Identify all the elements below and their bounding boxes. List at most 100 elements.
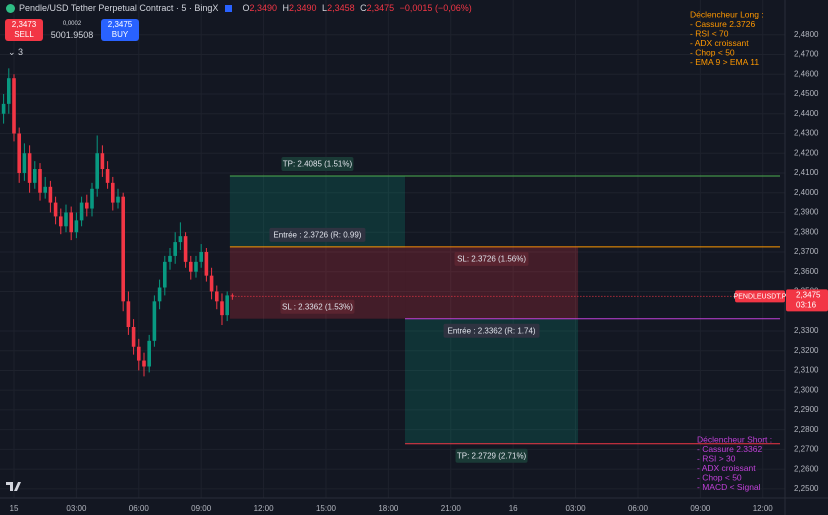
candle-body <box>225 295 229 316</box>
position-label: TP: 2.4085 (1.51%) <box>281 156 354 171</box>
x-tick-label: 12:00 <box>753 504 774 513</box>
candle-body <box>152 301 157 341</box>
candle <box>199 244 203 268</box>
candle <box>32 161 37 189</box>
profit-zone <box>405 318 579 444</box>
sell-button[interactable]: 2,3473 SELL <box>5 19 43 41</box>
candle-body <box>1 103 6 114</box>
ohlc-value: 2,3490 <box>289 3 317 13</box>
candle-body <box>100 153 105 170</box>
y-tick-label: 2,4800 <box>794 30 819 39</box>
annotation-line: - ADX croissant <box>697 463 756 473</box>
indicators-toggle[interactable]: ⌄ 3 <box>8 47 24 57</box>
position-label-text: SL: 2.3726 (1.56%) <box>457 254 526 263</box>
candle <box>12 74 16 142</box>
logo <box>6 482 21 491</box>
candle-body <box>183 236 188 262</box>
candle-body <box>194 261 198 272</box>
candle-body <box>220 301 224 316</box>
x-tick-label: 15:00 <box>316 504 337 513</box>
x-tick-label: 03:00 <box>566 504 587 513</box>
annotation-line: - MACD < Signal <box>697 482 761 492</box>
candle-body <box>105 169 110 183</box>
symbol-label: PENDLEUSDT.P <box>734 294 787 301</box>
annotation-line: - Chop < 50 <box>690 47 735 57</box>
annotation-line: - Chop < 50 <box>697 472 742 482</box>
position-label: SL: 2.3726 (1.56%) <box>454 251 529 266</box>
candle-body <box>74 220 79 233</box>
y-tick-label: 2,3600 <box>794 267 819 276</box>
candle <box>209 267 214 300</box>
y-tick-label: 2,3000 <box>794 385 819 394</box>
y-tick-label: 2,2700 <box>794 445 819 454</box>
candle-body <box>69 212 73 233</box>
candle <box>58 208 63 235</box>
y-tick-label: 2,3100 <box>794 366 819 375</box>
annotation-line: - ADX croissant <box>690 38 749 48</box>
trade-panel: 2,3473 SELL 0,0002 5001.9508 2,3475 BUY <box>5 19 139 41</box>
buy-price: 2,3475 <box>107 20 133 29</box>
x-tick-label: 12:00 <box>254 504 275 513</box>
x-tick-label: 09:00 <box>690 504 711 513</box>
candle-body <box>38 169 42 193</box>
candle <box>131 319 136 355</box>
x-tick-label: 15 <box>10 504 19 513</box>
candle <box>204 248 209 282</box>
candle-body <box>95 153 99 189</box>
annotation-line: - EMA 9 > EMA 11 <box>690 57 759 67</box>
position-label: SL : 2.3362 (1.53%) <box>280 299 355 314</box>
y-tick-label: 2,4500 <box>794 89 819 98</box>
candle-body <box>188 261 193 272</box>
candle-body <box>58 216 63 227</box>
candle <box>142 352 146 377</box>
y-tick-label: 2,2900 <box>794 405 819 414</box>
candle <box>90 182 94 217</box>
candle-body <box>121 196 125 302</box>
candle <box>168 248 172 270</box>
annotation-line: - RSI > 30 <box>697 453 736 463</box>
quantity[interactable]: 5001.9508 <box>50 30 94 40</box>
candle <box>74 212 79 239</box>
candle <box>48 180 53 213</box>
candle <box>173 232 177 264</box>
position-label: Entrée : 2.3362 (R: 1.74) <box>443 323 540 338</box>
candle <box>157 279 162 310</box>
candle <box>6 68 11 114</box>
candle-body <box>53 202 58 217</box>
price-tag: 2,3475 <box>796 291 821 300</box>
price-tag-bg <box>786 289 828 312</box>
candle-body <box>17 133 21 173</box>
candle-body <box>6 78 11 104</box>
candle <box>162 255 167 296</box>
y-tick-label: 2,4200 <box>794 148 819 157</box>
candle-body <box>142 360 146 367</box>
ohlc-value: 2,3490 <box>249 3 277 13</box>
candle <box>147 334 151 373</box>
label-bg <box>443 323 540 338</box>
candle-body <box>110 182 115 203</box>
candle-body <box>157 287 162 302</box>
annotation-line: Déclencheur Long : <box>690 9 764 19</box>
y-tick-label: 2,4300 <box>794 129 819 138</box>
y-tick-label: 2,2600 <box>794 464 819 473</box>
candle <box>17 127 21 183</box>
candle <box>53 196 58 225</box>
buy-button[interactable]: 2,3475 BUY <box>101 19 139 41</box>
candle-body <box>79 202 84 221</box>
y-tick-label: 2,2500 <box>794 484 819 493</box>
y-tick-label: 2,3700 <box>794 247 819 256</box>
position-label-text: SL : 2.3362 (1.53%) <box>282 302 353 311</box>
candle <box>69 206 73 241</box>
y-tick-label: 2,3200 <box>794 346 819 355</box>
y-tick-label: 2,4600 <box>794 69 819 78</box>
candle <box>188 255 193 280</box>
candle-body <box>22 153 27 173</box>
flag[interactable] <box>225 4 233 12</box>
candle-body <box>204 251 209 276</box>
candle <box>183 232 188 268</box>
symbol-icon <box>6 3 15 13</box>
y-tick-label: 2,3900 <box>794 208 819 217</box>
candle <box>38 163 42 201</box>
position-label-text: TP: 2.2729 (2.71%) <box>457 451 527 460</box>
